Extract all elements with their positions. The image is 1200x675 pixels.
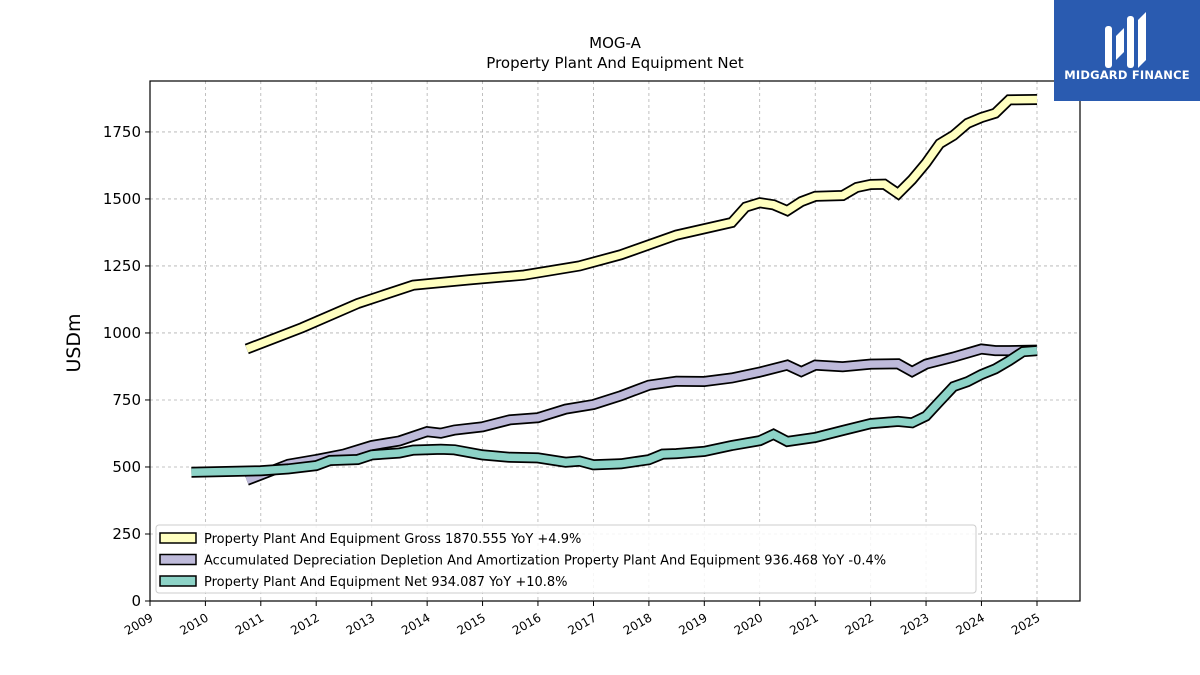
y-axis: 0 250 500 750 1000 1250 1500 1750 bbox=[103, 123, 150, 610]
series-line-2 bbox=[245, 345, 1038, 484]
brand-logo: MIDGARD FINANCE bbox=[1054, 0, 1200, 101]
chart-subtitle: Property Plant And Equipment Net bbox=[486, 54, 743, 72]
y-tick-label: 500 bbox=[112, 458, 141, 476]
x-tick-label: 2020 bbox=[732, 610, 765, 637]
series-outline-1 bbox=[244, 94, 1038, 355]
x-tick-label: 2012 bbox=[288, 610, 321, 637]
y-axis-label: USDm bbox=[63, 313, 85, 372]
legend-box bbox=[155, 524, 977, 594]
legend-label-3: Property Plant And Equipment Net 934.087… bbox=[204, 575, 568, 590]
plot-frame bbox=[149, 80, 1081, 602]
x-tick-label: 2025 bbox=[1009, 610, 1042, 637]
x-tick-label: 2011 bbox=[233, 610, 266, 637]
midgard-logo-icon bbox=[1105, 12, 1146, 68]
legend-swatch-3 bbox=[159, 575, 197, 587]
x-tick-label: 2023 bbox=[898, 610, 931, 637]
series-line-1 bbox=[245, 95, 1038, 353]
series-line-3 bbox=[191, 346, 1038, 477]
x-axis: 2009 2010 2011 2012 2013 2014 2015 2016 2017 2018… bbox=[122, 601, 1043, 638]
x-tick-label: 2013 bbox=[344, 610, 377, 637]
x-tick-label: 2017 bbox=[566, 610, 599, 637]
brand-name: MIDGARD FINANCE bbox=[1064, 68, 1190, 82]
legend-swatch-1 bbox=[159, 532, 197, 544]
y-tick-label: 1250 bbox=[103, 257, 141, 275]
legend-swatch-2 bbox=[159, 553, 197, 566]
series-layer bbox=[191, 94, 1038, 486]
y-tick-label: 1750 bbox=[103, 123, 141, 141]
grid bbox=[149, 81, 1080, 602]
x-tick-label: 2014 bbox=[399, 610, 432, 637]
legend-label-2: Accumulated Depreciation Depletion And A… bbox=[204, 554, 886, 569]
y-tick-label: 1000 bbox=[103, 324, 141, 342]
x-tick-label: 2019 bbox=[676, 610, 709, 637]
x-tick-label: 2009 bbox=[122, 610, 155, 637]
legend: Property Plant And Equipment Gross 1870.… bbox=[155, 524, 977, 594]
x-tick-label: 2010 bbox=[177, 610, 210, 637]
x-tick-label: 2015 bbox=[455, 610, 488, 637]
y-tick-label: 1500 bbox=[103, 190, 141, 208]
y-tick-label: 750 bbox=[112, 391, 141, 409]
legend-label-1: Property Plant And Equipment Gross 1870.… bbox=[204, 532, 581, 547]
x-tick-label: 2024 bbox=[953, 610, 986, 637]
y-tick-label: 0 bbox=[131, 592, 141, 610]
x-tick-label: 2022 bbox=[843, 610, 876, 637]
y-tick-label: 250 bbox=[112, 525, 141, 543]
chart-title: MOG-A bbox=[589, 34, 641, 52]
x-tick-label: 2021 bbox=[787, 610, 820, 637]
x-tick-label: 2018 bbox=[621, 610, 654, 637]
x-tick-label: 2016 bbox=[510, 610, 543, 637]
